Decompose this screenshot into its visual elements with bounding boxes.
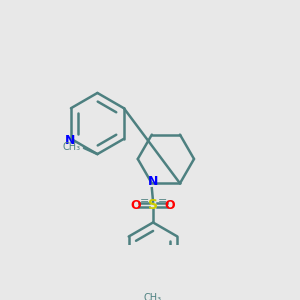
Text: N: N [148, 175, 158, 188]
Text: =: = [158, 196, 167, 206]
Text: O: O [130, 199, 141, 212]
Text: N: N [64, 134, 75, 146]
Text: CH₃: CH₃ [144, 293, 162, 300]
Text: =: = [139, 196, 149, 206]
Text: S: S [148, 198, 158, 212]
Text: CH₃: CH₃ [63, 142, 81, 152]
Text: O: O [165, 199, 175, 212]
